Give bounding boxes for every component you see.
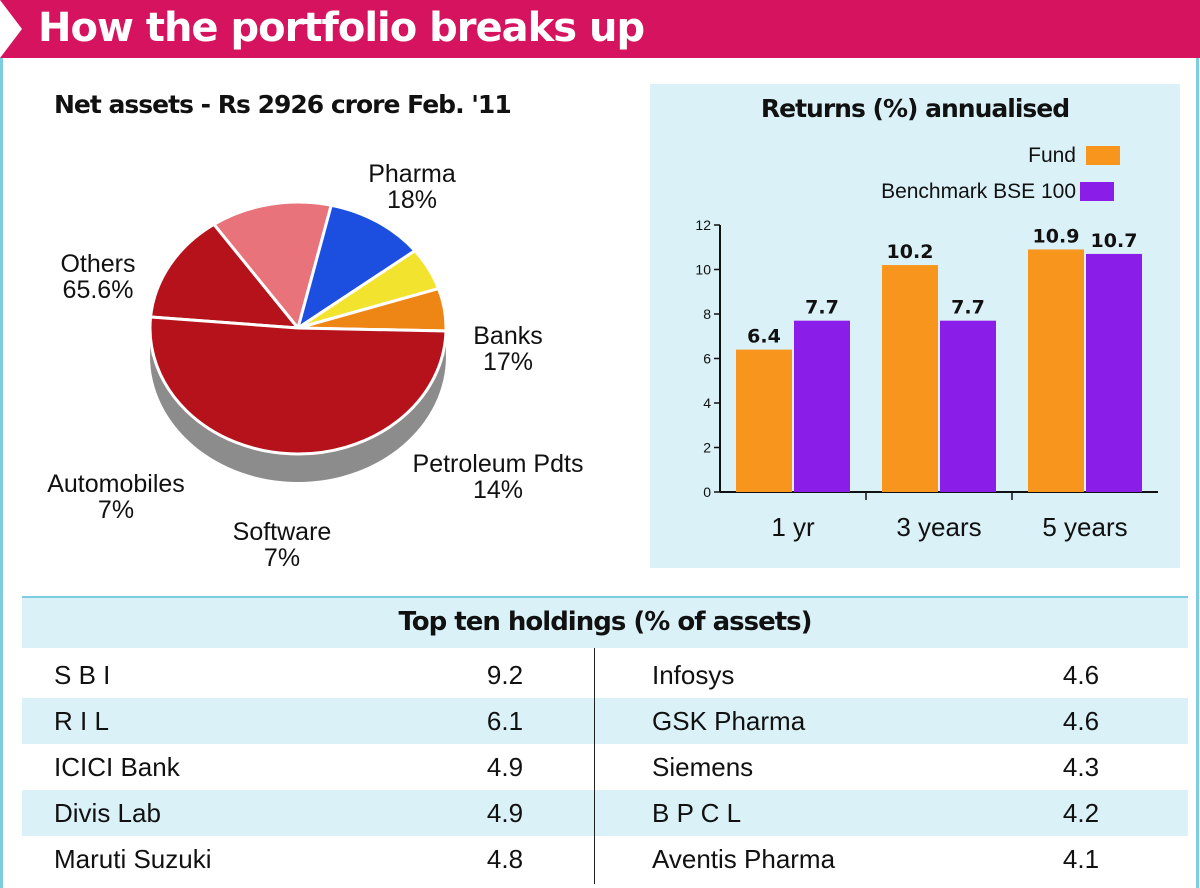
bar-fund-5-years <box>1028 249 1084 492</box>
pie-value-automobiles: 7% <box>98 496 134 524</box>
y-tick-label: 8 <box>703 306 711 322</box>
legend-swatch-benchmark-bse-100 <box>1080 182 1114 201</box>
y-tick-label: 0 <box>703 484 711 500</box>
holding-value: 4.6 <box>1062 660 1100 690</box>
holding-value: 4.6 <box>1062 706 1100 736</box>
holding-name: Divis Lab <box>54 798 161 828</box>
pie-value-petroleum-pdts: 14% <box>473 476 523 504</box>
holdings-title: Top ten holdings (% of assets) <box>398 607 812 637</box>
y-tick-label: 2 <box>703 440 711 456</box>
y-tick-label: 6 <box>703 351 711 367</box>
pie-value-pharma: 18% <box>387 186 437 214</box>
table-row: S B I 9.2 Infosys 4.6 <box>22 652 1188 698</box>
frame-left-border <box>0 58 3 888</box>
pie-label-software: Software <box>233 518 332 546</box>
table-row: R I L 6.1 GSK Pharma 4.6 <box>22 698 1188 744</box>
pie-slice-pharma <box>148 222 302 330</box>
bar-data-label: 7.7 <box>805 297 839 319</box>
bar-benchmark-bse-100-5-years <box>1086 253 1142 492</box>
bar-data-label: 6.4 <box>747 326 781 348</box>
holding-value: 4.8 <box>486 844 524 874</box>
x-tick-label-1-yr: 1 yr <box>771 512 815 542</box>
holding-name: GSK Pharma <box>652 706 806 736</box>
pie-label-banks: Banks <box>473 322 542 350</box>
holding-value: 4.2 <box>1062 798 1100 828</box>
holding-name: Maruti Suzuki <box>54 844 212 874</box>
x-tick-label-3-years: 3 years <box>896 512 981 542</box>
pie-value-software: 7% <box>264 544 300 572</box>
pie-value-banks: 17% <box>483 348 533 376</box>
holding-value: 9.2 <box>486 660 524 690</box>
table-row: Divis Lab 4.9 B P C L 4.2 <box>22 790 1188 836</box>
holding-name: S B I <box>54 660 111 690</box>
bar-data-label: 7.7 <box>951 297 985 319</box>
title-banner: How the portfolio breaks up <box>0 0 1200 58</box>
bar-fund-3-years <box>882 265 938 492</box>
holding-value: 4.3 <box>1062 752 1100 782</box>
table-row: ICICI Bank 4.9 Siemens 4.3 <box>22 744 1188 790</box>
bar-chart-title: Returns (%) annualised <box>760 94 1070 123</box>
pie-value-others: 65.6% <box>63 276 134 304</box>
bar-benchmark-bse-100-3-years <box>940 320 996 492</box>
bar-chart-panel: Returns (%) annualised 0 2 4 6 8 10 12 6.4 7.7 1 … <box>650 84 1180 568</box>
holdings-header: Top ten holdings (% of assets) <box>22 596 1188 648</box>
pie-chart-title: Net assets - Rs 2926 crore Feb. '11 <box>54 90 512 119</box>
pie-label-automobiles: Automobiles <box>47 470 185 498</box>
holding-name: Siemens <box>652 752 754 782</box>
bar-fund-1-yr <box>736 349 792 492</box>
holdings-column-divider <box>594 648 595 884</box>
x-tick-label-5-years: 5 years <box>1042 512 1127 542</box>
holding-name: R I L <box>54 706 109 736</box>
top-holdings-table: Top ten holdings (% of assets) S B I 9.2 I… <box>22 596 1188 888</box>
bar-data-label: 10.9 <box>1033 225 1080 247</box>
pie-slice-others <box>148 315 448 456</box>
bar-data-label: 10.2 <box>887 241 934 263</box>
bar-benchmark-bse-100-1-yr <box>794 320 850 492</box>
frame-right-border <box>1196 58 1199 888</box>
banner-notch <box>0 0 22 58</box>
table-row: Maruti Suzuki 4.8 Aventis Pharma 4.1 <box>22 836 1188 882</box>
pie-label-petroleum-pdts: Petroleum Pdts <box>413 450 584 478</box>
bar-chart: 0 2 4 6 8 10 12 6.4 7.7 1 yr 10.2 7.7 3 years 10.9 10.… <box>695 144 1158 542</box>
legend-swatch-fund <box>1086 146 1120 165</box>
bar-data-label: 10.7 <box>1091 230 1138 252</box>
holding-name: ICICI Bank <box>54 752 180 782</box>
holding-value: 4.1 <box>1062 844 1100 874</box>
y-tick-label: 12 <box>695 217 711 233</box>
holding-value: 4.9 <box>486 752 524 782</box>
y-tick-label: 10 <box>695 262 711 278</box>
pie-label-others: Others <box>60 250 135 278</box>
holding-name: Infosys <box>652 660 735 690</box>
holding-name: B P C L <box>652 798 742 828</box>
pie-slice-petroleum-pdts <box>295 203 418 332</box>
holding-value: 6.1 <box>486 706 524 736</box>
y-tick-label: 4 <box>703 395 711 411</box>
holding-name: Aventis Pharma <box>652 844 836 874</box>
legend-label-fund: Fund <box>1028 144 1076 167</box>
legend-label-benchmark-bse-100: Benchmark BSE 100 <box>881 180 1076 203</box>
pie-label-pharma: Pharma <box>368 160 456 188</box>
pie-slice-banks <box>211 200 334 332</box>
holding-value: 4.9 <box>486 798 524 828</box>
banner-title: How the portfolio breaks up <box>38 5 645 51</box>
